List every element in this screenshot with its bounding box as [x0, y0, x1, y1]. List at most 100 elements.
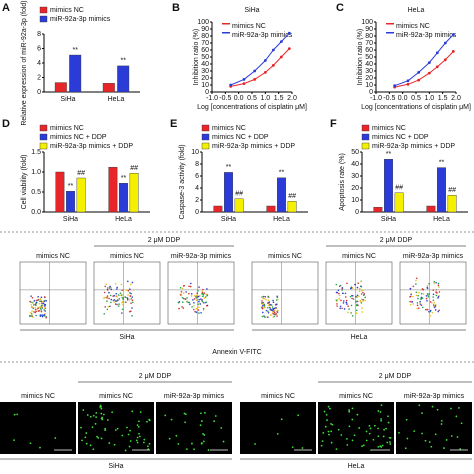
event-dot	[362, 291, 364, 294]
event-dot	[40, 300, 43, 303]
event-dot	[438, 286, 440, 288]
cell-dot	[116, 427, 119, 430]
event-dot	[39, 307, 42, 310]
cell-dot	[335, 448, 338, 451]
cell-dot	[327, 430, 330, 433]
cell-dot	[379, 411, 382, 413]
event-dot	[194, 310, 196, 313]
cell-dot	[136, 424, 139, 427]
cell-dot	[389, 437, 392, 439]
legend-label: mimics NC + DDP	[50, 134, 107, 141]
event-dot	[426, 293, 429, 295]
event-dot	[116, 288, 118, 290]
legend-swatch	[39, 142, 48, 150]
event-dot	[124, 296, 127, 298]
cell-dot	[92, 448, 95, 451]
point	[443, 41, 447, 45]
event-dot	[181, 306, 183, 308]
event-dot	[120, 294, 123, 296]
legend-swatch	[201, 124, 210, 132]
event-dot	[269, 308, 272, 310]
event-dot	[107, 287, 109, 289]
cell-dot	[368, 424, 371, 427]
x-tick-label: 1.5	[438, 95, 448, 102]
cell-dot	[54, 437, 57, 439]
event-dot	[272, 307, 274, 310]
cell-dot	[351, 418, 354, 421]
cell-dot	[146, 420, 148, 423]
ddp-label: 2 μM DDP	[379, 373, 412, 380]
event-dot	[433, 302, 435, 304]
event-dot	[272, 316, 275, 318]
significance: **	[121, 175, 127, 182]
point	[229, 83, 233, 87]
x-tick-label: HeLa	[108, 96, 125, 103]
event-dot	[195, 311, 198, 314]
cell-dot	[443, 447, 445, 449]
event-dot	[193, 298, 196, 300]
event-dot	[206, 304, 209, 307]
event-dot	[336, 305, 338, 307]
y-tick-label: 20	[351, 185, 359, 192]
y-tick-label: 10	[365, 82, 373, 89]
bar	[394, 192, 404, 213]
event-dot	[431, 311, 434, 314]
panel-title: miR-92a-3p mimics	[171, 253, 232, 260]
event-dot	[108, 287, 111, 289]
cell-dot	[97, 437, 100, 439]
y-tick-label: 70	[365, 40, 373, 47]
cell-dot	[222, 440, 225, 443]
cell-dot	[398, 431, 400, 434]
event-dot	[437, 295, 440, 298]
cell-dot	[421, 432, 424, 435]
event-dot	[202, 309, 205, 311]
cell-dot	[340, 434, 343, 436]
point	[427, 61, 431, 64]
x-tick-label: 0.5	[411, 95, 421, 102]
event-dot	[276, 309, 279, 312]
event-dot	[29, 300, 31, 303]
event-dot	[192, 308, 195, 311]
event-dot	[433, 280, 436, 283]
event-dot	[358, 295, 360, 298]
significance: ##	[130, 165, 138, 172]
event-dot	[29, 314, 32, 317]
event-dot	[347, 305, 349, 307]
event-dot	[183, 284, 185, 287]
event-dot	[417, 297, 419, 300]
event-dot	[350, 312, 352, 314]
event-dot	[32, 316, 34, 318]
event-dot	[186, 300, 189, 302]
legend-label: mimics NC	[50, 125, 84, 132]
event-dot	[203, 297, 206, 299]
significance: **	[72, 47, 78, 54]
event-dot	[347, 311, 349, 314]
cell-label: HeLa	[351, 334, 368, 341]
event-dot	[199, 298, 202, 300]
event-dot	[267, 316, 269, 319]
cell-label: HeLa	[348, 463, 365, 470]
cell-dot	[148, 442, 151, 445]
plot-frame	[325, 261, 393, 325]
x-tick-label: 1.0	[260, 95, 270, 102]
event-dot	[412, 295, 414, 298]
cell-dot	[280, 418, 283, 421]
cell-dot	[101, 418, 104, 421]
event-dot	[116, 303, 118, 306]
event-dot	[34, 306, 37, 309]
event-dot	[116, 295, 118, 298]
event-dot	[275, 313, 278, 315]
event-dot	[267, 299, 270, 302]
event-dot	[40, 296, 43, 299]
event-dot	[264, 296, 267, 298]
event-dot	[360, 293, 363, 295]
y-tick-label: 20	[201, 75, 209, 82]
cell-dot	[193, 448, 196, 451]
x-tick-label: 0.0	[234, 95, 244, 102]
event-dot	[360, 302, 363, 304]
cell-dot	[330, 441, 333, 444]
legend-label: miR-92a-3p mimics	[396, 32, 457, 39]
cell-dot	[85, 442, 88, 445]
event-dot	[267, 304, 270, 306]
event-dot	[274, 313, 277, 316]
